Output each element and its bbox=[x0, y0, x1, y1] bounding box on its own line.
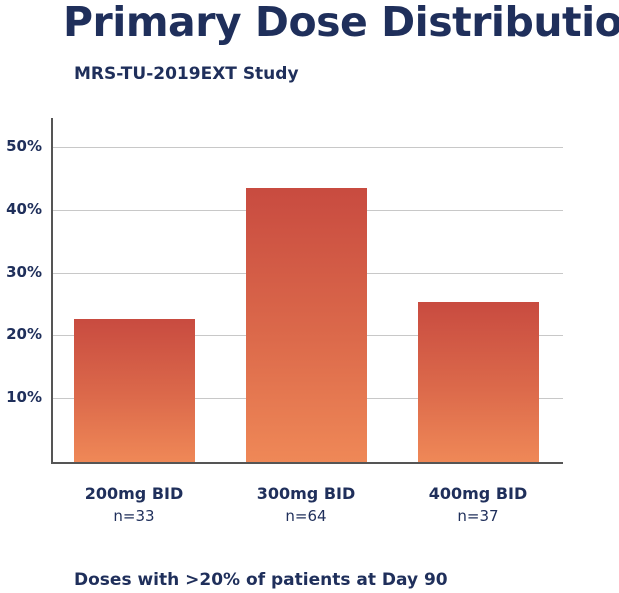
y-axis-line bbox=[51, 118, 53, 464]
bar-200mg bbox=[74, 319, 195, 462]
chart-title: Primary Dose Distribution bbox=[63, 0, 619, 46]
dose-label: 400mg BID bbox=[428, 484, 528, 503]
x-label-200mg: 200mg BID n=33 bbox=[54, 484, 214, 525]
sample-size: n=37 bbox=[457, 507, 499, 525]
chart-subtitle: MRS-TU-2019EXT Study bbox=[74, 64, 299, 84]
dose-label: 200mg BID bbox=[84, 484, 184, 503]
y-tick-label: 30% bbox=[6, 263, 42, 281]
dose-label: 300mg BID bbox=[256, 484, 356, 503]
x-axis-line bbox=[51, 462, 563, 464]
sample-size: n=64 bbox=[285, 507, 327, 525]
chart-footnote: Doses with >20% of patients at Day 90 bbox=[74, 570, 448, 590]
y-tick-label: 40% bbox=[6, 200, 42, 218]
x-label-400mg: 400mg BID n=37 bbox=[398, 484, 558, 525]
y-tick-label: 10% bbox=[6, 388, 42, 406]
y-tick-label: 20% bbox=[6, 325, 42, 343]
bar-300mg bbox=[246, 188, 367, 462]
bar-400mg bbox=[418, 302, 539, 462]
gridline-50 bbox=[53, 147, 563, 148]
y-tick-label: 50% bbox=[6, 137, 42, 155]
sample-size: n=33 bbox=[113, 507, 155, 525]
x-label-300mg: 300mg BID n=64 bbox=[226, 484, 386, 525]
